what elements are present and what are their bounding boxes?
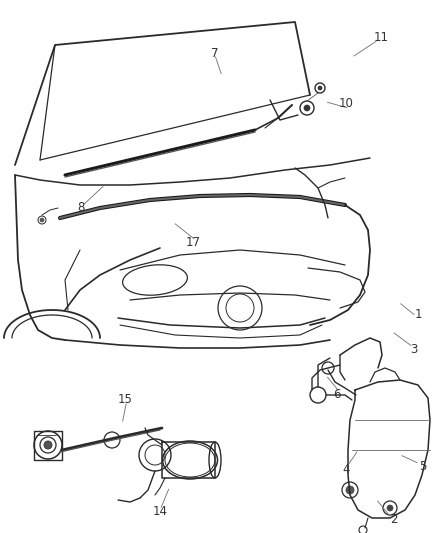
Text: 11: 11 xyxy=(374,31,389,44)
Circle shape xyxy=(346,486,354,494)
Circle shape xyxy=(387,505,393,511)
Text: 2: 2 xyxy=(390,513,398,526)
Text: 8: 8 xyxy=(78,201,85,214)
Text: 3: 3 xyxy=(410,343,417,356)
Text: 5: 5 xyxy=(419,460,426,473)
Text: 6: 6 xyxy=(333,388,341,401)
Circle shape xyxy=(304,105,310,111)
Circle shape xyxy=(40,218,44,222)
Text: 4: 4 xyxy=(342,463,350,475)
Text: 1: 1 xyxy=(414,308,422,321)
Text: 10: 10 xyxy=(339,98,353,110)
Text: 7: 7 xyxy=(211,47,219,60)
Text: 14: 14 xyxy=(152,505,167,518)
Circle shape xyxy=(44,441,52,449)
Circle shape xyxy=(318,86,322,90)
Text: 15: 15 xyxy=(117,393,132,406)
Text: 17: 17 xyxy=(185,236,200,249)
